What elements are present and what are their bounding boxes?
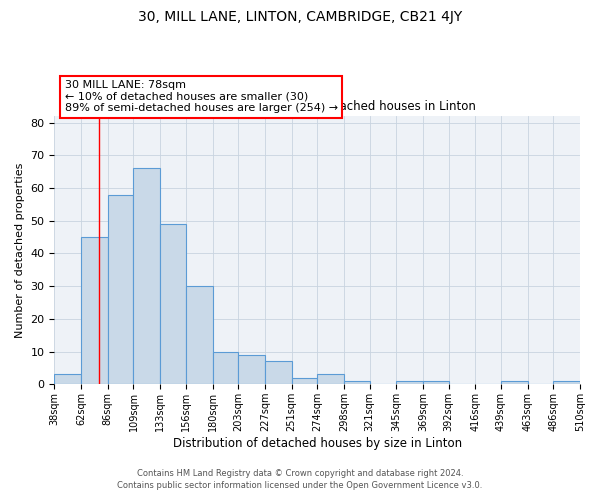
Title: Size of property relative to detached houses in Linton: Size of property relative to detached ho…: [158, 100, 476, 114]
Bar: [108, 194, 133, 384]
Text: 30 MILL LANE: 78sqm
← 10% of detached houses are smaller (30)
89% of semi-detach: 30 MILL LANE: 78sqm ← 10% of detached ho…: [65, 80, 338, 114]
Bar: [55, 374, 81, 384]
Y-axis label: Number of detached properties: Number of detached properties: [15, 162, 25, 338]
Bar: [396, 381, 423, 384]
Text: 30, MILL LANE, LINTON, CAMBRIDGE, CB21 4JY: 30, MILL LANE, LINTON, CAMBRIDGE, CB21 4…: [138, 10, 462, 24]
Bar: [238, 355, 265, 384]
Bar: [81, 237, 108, 384]
Text: Contains HM Land Registry data © Crown copyright and database right 2024.
Contai: Contains HM Land Registry data © Crown c…: [118, 468, 482, 490]
Bar: [160, 224, 186, 384]
Bar: [344, 381, 370, 384]
Bar: [292, 378, 317, 384]
Bar: [265, 362, 292, 384]
Bar: [553, 381, 580, 384]
Bar: [423, 381, 449, 384]
Bar: [501, 381, 527, 384]
Bar: [186, 286, 212, 384]
Bar: [317, 374, 344, 384]
Bar: [212, 352, 238, 384]
Bar: [133, 168, 160, 384]
X-axis label: Distribution of detached houses by size in Linton: Distribution of detached houses by size …: [173, 437, 462, 450]
